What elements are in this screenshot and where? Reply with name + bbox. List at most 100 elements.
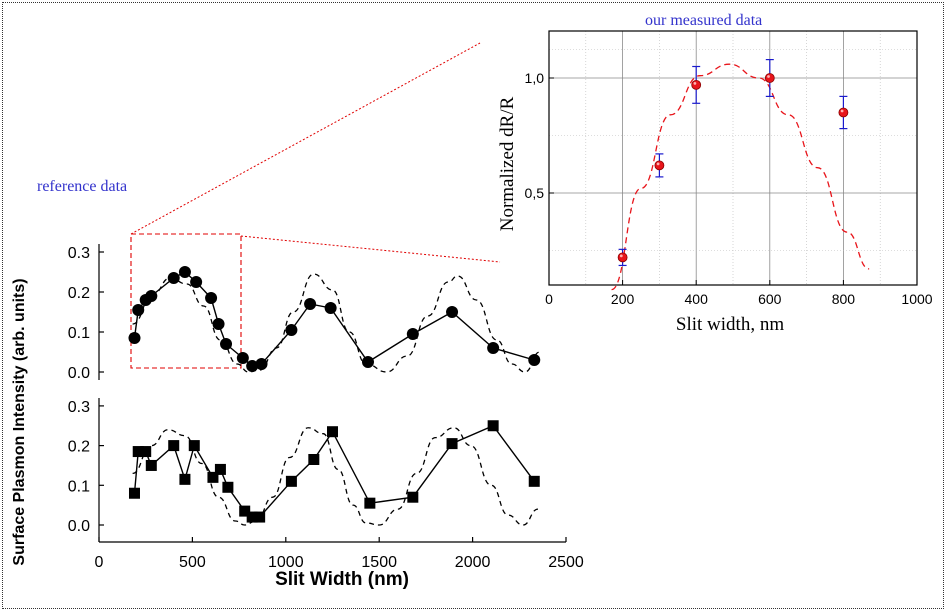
x-tick-label: 200 [611,291,635,307]
data-point [145,459,157,471]
x-tick-label: 500 [179,554,206,571]
x-tick-label: 0 [95,554,104,571]
x-tick-label: 1000 [268,554,304,571]
x-tick-label: 600 [758,291,782,307]
data-point [246,360,259,372]
data-point [304,298,317,310]
inset-fit-curve [611,63,870,291]
data-point [239,505,251,517]
y-tick-label: 0.2 [68,439,90,456]
data-point [222,481,234,493]
reference-plot-top: 0.0 0.1 0.2 0.3 [68,244,541,382]
data-point [132,304,145,316]
y-tick-label: 0.1 [68,478,90,495]
x-tick-label: 2000 [455,554,491,571]
zoom-box [130,233,242,369]
data-point [145,290,158,302]
data-point [838,107,849,118]
data-point [220,338,233,350]
y-tick-label: 1,0 [525,70,545,86]
y-tick-label: 0.1 [68,325,90,342]
top-data-series [128,266,541,372]
series-line [133,424,535,518]
data-point [128,332,141,344]
inset-title: our measured data [645,12,762,29]
data-point [214,463,226,475]
data-point [205,292,218,304]
data-point-highlight [619,254,623,258]
data-point [528,475,540,487]
measured-inset-plot: 0 200 400 600 800 1000 0,5 1,0 [525,30,933,307]
y-tick-label: 0.3 [68,399,90,416]
data-point [128,487,140,499]
y-tick-label: 0.0 [68,518,90,535]
y-tick-label: 0.0 [68,365,90,382]
x-tick-label: 0 [545,291,553,307]
data-point [308,453,320,465]
inset-grid [549,31,917,285]
data-point [324,302,337,314]
data-point [236,352,249,364]
data-point [327,426,338,438]
y-tick-label: 0.3 [68,245,90,262]
bottom-axes: 0.0 0.1 0.2 0.3 0 500 1000 1500 2000 2500 [68,398,584,571]
data-point [406,328,419,340]
data-point [207,471,219,483]
guide-line-lower [240,235,501,263]
data-point [691,80,702,90]
data-point [132,446,144,458]
zoom-guides [130,42,501,369]
data-point-highlight [767,75,770,78]
reference-x-axis-label: Slit Width (nm) [275,569,409,590]
data-point [654,160,665,171]
inset-y-axis-label: Normalized dR/R [497,96,518,231]
data-point [168,440,180,452]
data-point [140,446,152,458]
data-point [487,420,499,432]
fit-line [611,63,870,291]
reference-y-axis-label: Surface Plasmon Intensity (arb. units) [11,278,28,565]
data-point [528,354,541,366]
top-theory-curve [132,273,541,373]
data-point-highlight [840,109,844,113]
data-point [285,324,298,336]
data-point [764,73,775,83]
data-point [178,266,191,278]
y-tick-label: 0,5 [525,185,545,201]
data-point [254,511,266,523]
theory-line [132,273,541,373]
inset-x-axis-label: Slit width, nm [676,314,784,335]
data-point [167,272,180,284]
data-point [487,342,500,354]
y-tick-label: 0.2 [68,285,90,302]
inset-frame [548,30,918,286]
data-point [446,306,459,318]
data-point [190,276,203,288]
bottom-data-series [128,420,540,523]
data-point [179,473,191,485]
data-point [255,358,268,370]
guide-line-upper [130,42,481,235]
inset-axes: 0 200 400 600 800 1000 0,5 1,0 [525,30,933,307]
reference-data-label: reference data [37,178,127,195]
data-point-highlight [656,162,660,166]
x-tick-label: 400 [685,291,709,307]
data-point [285,475,297,487]
data-point-highlight [693,82,697,85]
data-point [188,440,200,452]
bottom-theory-curve [132,427,539,526]
reference-plot-bottom: 0.0 0.1 0.2 0.3 0 500 1000 1500 2000 2500 [68,398,584,571]
data-point [246,511,258,523]
top-axes: 0.0 0.1 0.2 0.3 [68,244,104,382]
x-tick-label: 800 [832,291,856,307]
data-point [364,497,376,509]
x-tick-label: 1500 [361,554,397,571]
data-point [361,356,374,368]
data-point [446,438,458,450]
x-tick-label: 1000 [901,291,932,307]
data-point [212,318,225,330]
theory-line [132,427,539,526]
data-point [617,252,628,263]
